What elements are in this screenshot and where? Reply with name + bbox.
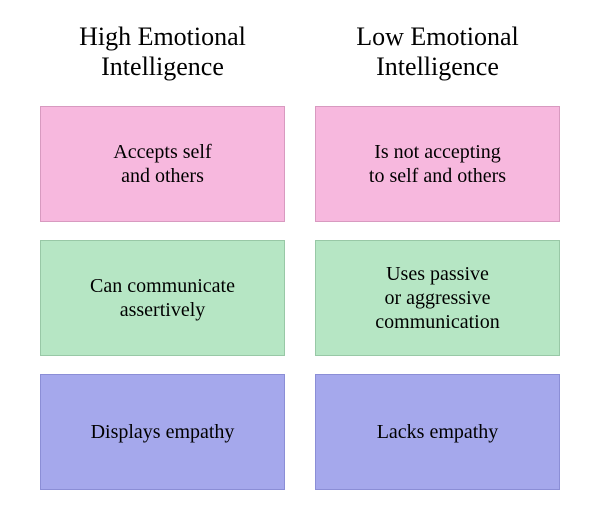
card-low-0: Is not accepting to self and others (315, 106, 560, 222)
column-title-high: High Emotional Intelligence (40, 20, 285, 84)
card-low-2: Lacks empathy (315, 374, 560, 490)
cards-high: Accepts self and others Can communicate … (40, 106, 285, 490)
card-high-2: Displays empathy (40, 374, 285, 490)
comparison-grid: High Emotional Intelligence Accepts self… (40, 20, 560, 490)
card-high-0: Accepts self and others (40, 106, 285, 222)
cards-low: Is not accepting to self and others Uses… (315, 106, 560, 490)
column-title-low: Low Emotional Intelligence (315, 20, 560, 84)
card-high-1: Can communicate assertively (40, 240, 285, 356)
column-high-ei: High Emotional Intelligence Accepts self… (40, 20, 285, 490)
column-low-ei: Low Emotional Intelligence Is not accept… (315, 20, 560, 490)
card-low-1: Uses passive or aggressive communication (315, 240, 560, 356)
